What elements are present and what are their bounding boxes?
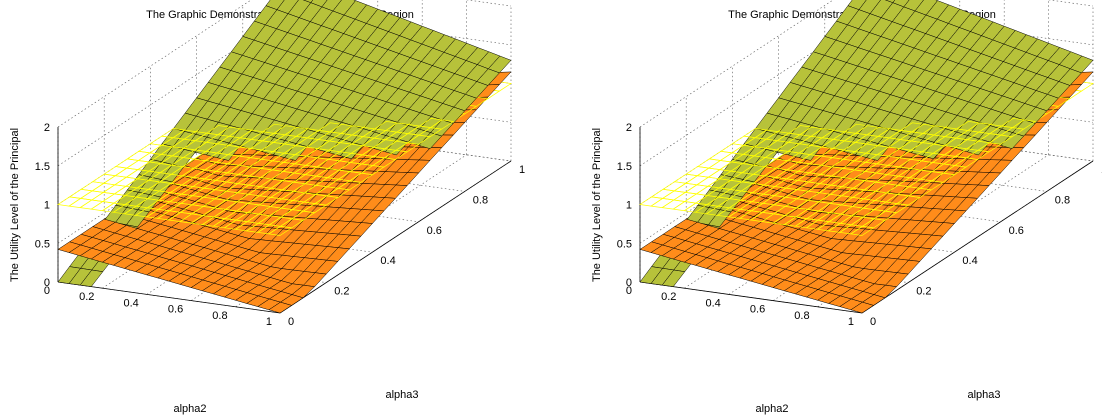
x-tick-label: 0.6 [168,304,183,316]
y-tick-label: 0.8 [1055,194,1070,206]
chart-left: The Graphic Demonstration of Optimal Div… [9,0,525,415]
z-tick-label: 0.5 [617,238,632,250]
z-tick-label: 1.5 [617,161,632,173]
y-tick-label: 0.6 [1009,225,1024,237]
y-tick-label: 0 [870,316,876,328]
flat-mesh-cell [639,196,664,207]
flat-mesh-cell [90,201,115,212]
axis-line [639,281,863,314]
surfaces-right [639,0,1094,314]
z-tick-label: 2 [626,122,632,134]
z-tick-label: 1 [626,200,632,212]
y-tick-label: 0.8 [473,194,488,206]
x-tick-label: 0.6 [750,304,765,316]
flat-mesh-cell [650,198,675,208]
flat-mesh-cell [68,198,93,208]
chart-right: The Graphic Demonstration of Optimal Div… [591,0,1102,415]
z-tick-label: 1.5 [35,161,50,173]
x-tick-label: 0.2 [661,291,676,303]
axis-line [57,281,281,314]
y-tick-label: 0.4 [380,255,395,267]
grid-line [57,0,512,128]
x-tick-label: 1 [848,316,854,328]
flat-mesh-cell [849,225,875,236]
flat-mesh-cell [57,196,82,207]
y-tick-label: 0.4 [962,255,977,267]
axis-line [279,160,512,314]
incline-cell [1000,132,1025,149]
y-tick-label: 0 [288,316,294,328]
x-tick-label: 0.8 [794,310,809,322]
flat-mesh-cell [267,225,293,236]
ticks-left: 0 0.2 0.4 0.6 0.8 1 0 0.2 0.4 0.6 0.8 1 0 0.5 1 1.5 2 [35,122,525,328]
incline-cell [418,132,443,149]
z-tick-label: 0.5 [35,238,50,250]
z-tick-label: 2 [44,122,50,134]
flat-mesh-cell [661,199,686,210]
y-tick-label: 0.2 [334,286,349,298]
x-axis-label: alpha2 [173,403,206,415]
x-tick-label: 0.4 [124,297,139,309]
x-tick-label: 0.4 [706,297,721,309]
z-axis-label: The Utility Level of the Principal [9,128,21,282]
surfaces-left [57,0,512,314]
x-tick-label: 0.8 [212,310,227,322]
incline-cell [661,269,686,287]
flat-mesh-cell [672,201,697,212]
flat-mesh-cell [79,199,104,210]
x-tick-label: 0 [626,285,632,297]
x-tick-label: 1 [266,316,272,328]
z-tick-label: 0 [44,277,50,289]
x-tick-label: 0.2 [79,291,94,303]
valley-cell [268,301,293,314]
incline-cell [79,269,104,287]
y-tick-label: 1 [519,164,525,176]
x-tick-label: 0 [44,285,50,297]
y-tick-label: 0.2 [916,286,931,298]
grid-line [639,0,1094,128]
x-axis-label: alpha2 [755,403,788,415]
y-axis-label: alpha3 [385,389,418,401]
y-tick-label: 0.6 [427,225,442,237]
valley-cell [850,301,875,314]
z-tick-label: 0 [626,277,632,289]
y-axis-label: alpha3 [967,389,1000,401]
z-tick-label: 1 [44,200,50,212]
axis-line [861,160,1094,314]
z-axis-label: The Utility Level of the Principal [591,128,603,282]
